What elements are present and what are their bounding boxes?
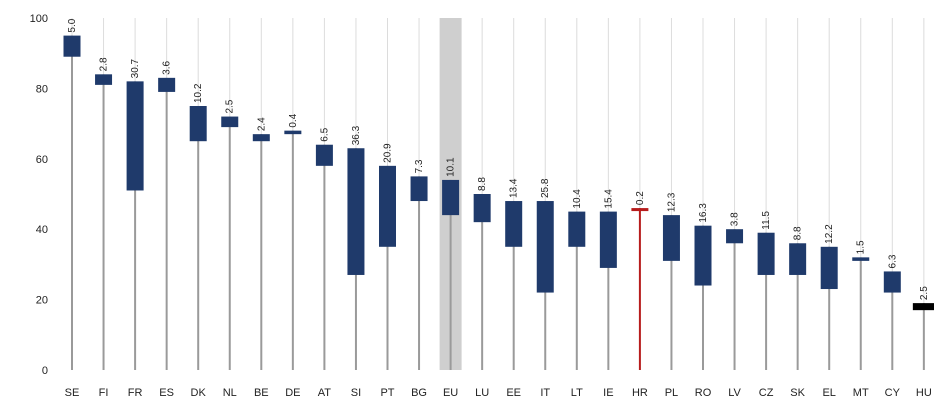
category-label-pt: PT bbox=[380, 387, 394, 399]
category-label-cy: CY bbox=[885, 387, 901, 399]
category-label-pl: PL bbox=[665, 387, 678, 399]
category-label-se: SE bbox=[65, 387, 80, 399]
category-label-si: SI bbox=[351, 387, 361, 399]
category-label-sk: SK bbox=[790, 387, 805, 399]
value-label-el: 12.2 bbox=[824, 224, 835, 244]
category-label-nl: NL bbox=[223, 387, 237, 399]
bar-cy bbox=[883, 271, 901, 293]
bar-si bbox=[347, 148, 365, 275]
value-label-es: 3.6 bbox=[162, 61, 173, 75]
value-label-ee: 13.4 bbox=[509, 178, 520, 198]
bar-at bbox=[315, 144, 333, 166]
value-label-hr: 0.2 bbox=[635, 191, 646, 205]
bar-es bbox=[158, 77, 176, 92]
bar-ie bbox=[599, 211, 617, 268]
value-label-fi: 2.8 bbox=[99, 57, 110, 71]
category-label-at: AT bbox=[318, 387, 332, 399]
y-tick-100: 100 bbox=[30, 13, 48, 25]
bar-hu bbox=[912, 303, 934, 311]
category-label-be: BE bbox=[254, 387, 269, 399]
x-axis-categories: SE FI FR ES DK NL BE DE AT SI PT BG EU LU EE IT LT IE HR PL… bbox=[65, 387, 932, 399]
value-label-be: 2.4 bbox=[256, 117, 267, 131]
category-label-ro: RO bbox=[695, 387, 712, 399]
value-label-bg: 7.3 bbox=[414, 159, 425, 173]
value-label-lu: 8.8 bbox=[477, 177, 488, 191]
value-label-se: 5.0 bbox=[67, 18, 78, 32]
value-label-si: 36.3 bbox=[351, 125, 362, 145]
value-label-pl: 12.3 bbox=[666, 192, 677, 212]
value-label-layer: 5.0 2.8 30.7 3.6 10.2 2.5 2.4 0.4 6.5 36.3 20.9 7.3… bbox=[67, 18, 930, 300]
value-label-nl: 2.5 bbox=[225, 99, 236, 113]
value-label-de: 0.4 bbox=[288, 113, 299, 127]
value-label-at: 6.5 bbox=[319, 127, 330, 141]
category-label-ee: EE bbox=[506, 387, 521, 399]
bar-mt bbox=[852, 257, 870, 261]
category-label-el: EL bbox=[822, 387, 835, 399]
value-label-cz: 11.5 bbox=[761, 211, 772, 230]
bar-el bbox=[820, 246, 838, 290]
value-label-fr: 30.7 bbox=[130, 58, 141, 78]
bar-lv bbox=[726, 229, 744, 244]
category-label-de: DE bbox=[285, 387, 300, 399]
category-label-hu: HU bbox=[916, 387, 932, 399]
value-label-sk: 8.8 bbox=[793, 226, 804, 240]
category-label-eu: EU bbox=[443, 387, 458, 399]
category-label-cz: CZ bbox=[759, 387, 774, 399]
bar-eu bbox=[442, 179, 460, 216]
category-label-lt: LT bbox=[571, 387, 583, 399]
y-tick-0: 0 bbox=[42, 365, 48, 377]
bar-de bbox=[284, 130, 302, 135]
value-label-lv: 3.8 bbox=[730, 212, 741, 226]
bar-lu bbox=[473, 194, 491, 223]
value-label-cy: 6.3 bbox=[887, 254, 898, 268]
value-label-it: 25.8 bbox=[540, 178, 551, 198]
bar-layer bbox=[63, 35, 934, 311]
grid-layer bbox=[71, 18, 925, 370]
bar-fi bbox=[95, 74, 113, 85]
y-tick-80: 80 bbox=[36, 83, 48, 95]
category-label-fr: FR bbox=[128, 387, 143, 399]
value-label-ro: 16.3 bbox=[698, 203, 709, 223]
y-tick-40: 40 bbox=[36, 224, 48, 236]
bar-se bbox=[63, 35, 81, 57]
bar-bg bbox=[410, 176, 428, 202]
value-label-hu: 2.5 bbox=[919, 286, 930, 300]
value-label-lt: 10.4 bbox=[572, 189, 583, 209]
bar-dk bbox=[189, 106, 207, 142]
category-label-lu: LU bbox=[475, 387, 489, 399]
category-label-hr: HR bbox=[632, 387, 648, 399]
bar-ro bbox=[694, 225, 712, 286]
value-label-dk: 10.2 bbox=[193, 83, 204, 103]
bar-sk bbox=[789, 243, 807, 275]
category-label-es: ES bbox=[159, 387, 174, 399]
category-label-dk: DK bbox=[191, 387, 207, 399]
bar-nl bbox=[221, 116, 239, 128]
category-label-fi: FI bbox=[99, 387, 109, 399]
bar-lt bbox=[568, 211, 586, 247]
bar-hr bbox=[631, 208, 649, 212]
bar-it bbox=[536, 201, 554, 293]
bar-pl bbox=[662, 215, 680, 261]
y-axis-ticks: 0 20 40 60 80 100 bbox=[30, 13, 48, 377]
bar-fr bbox=[126, 81, 144, 191]
bar-ee bbox=[505, 201, 523, 247]
category-label-ie: IE bbox=[603, 387, 613, 399]
y-tick-20: 20 bbox=[36, 295, 48, 307]
value-label-pt: 20.9 bbox=[383, 143, 394, 163]
y-tick-60: 60 bbox=[36, 154, 48, 166]
category-label-mt: MT bbox=[853, 387, 869, 399]
bar-cz bbox=[757, 232, 775, 275]
category-label-bg: BG bbox=[411, 387, 427, 399]
bar-be bbox=[252, 134, 270, 142]
value-label-ie: 15.4 bbox=[603, 189, 614, 209]
bar-pt bbox=[379, 165, 396, 247]
value-label-eu: 10.1 bbox=[446, 157, 457, 177]
category-label-lv: LV bbox=[728, 387, 741, 399]
category-label-it: IT bbox=[540, 387, 550, 399]
value-label-mt: 1.5 bbox=[856, 240, 867, 254]
